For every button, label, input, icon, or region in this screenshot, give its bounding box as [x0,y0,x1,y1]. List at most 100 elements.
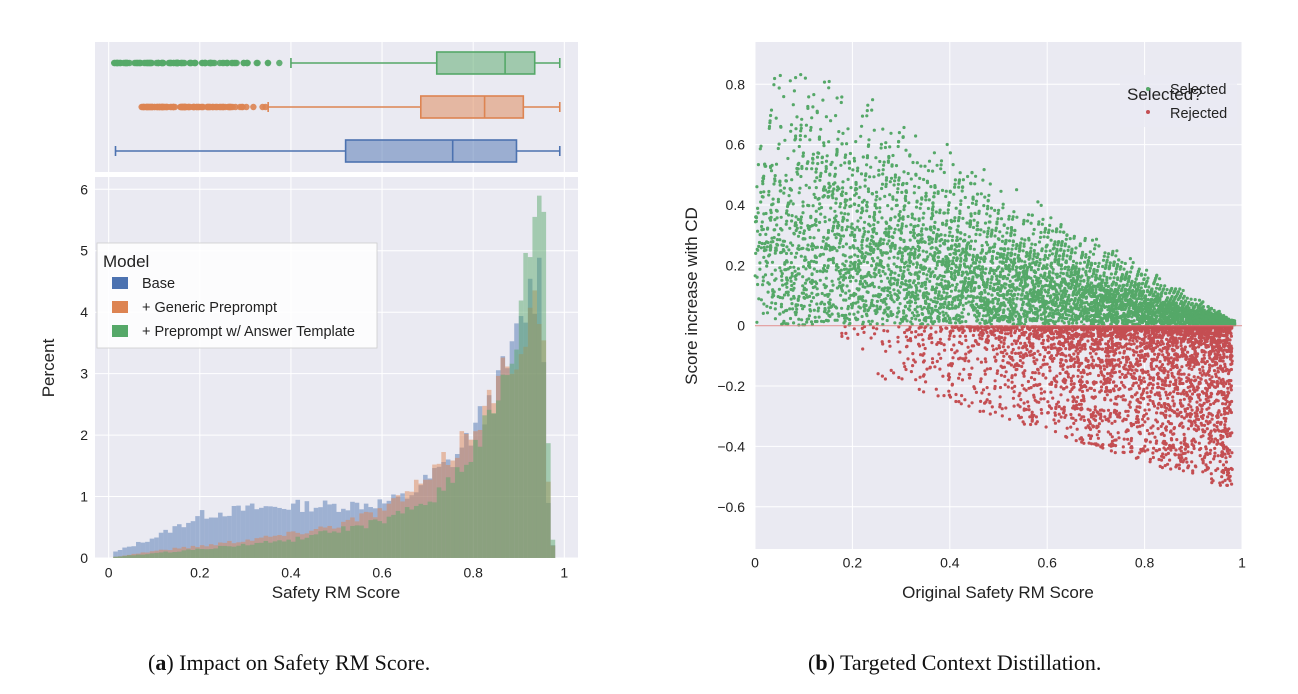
hist-bar [195,516,200,558]
outlier-point [155,59,162,67]
scatter-point-selected [843,161,847,165]
scatter-point-selected [785,259,789,263]
scatter-point-selected [1089,261,1094,265]
scatter-point-selected [778,179,782,183]
scatter-point-selected [1007,289,1011,293]
scatter-point-selected [1131,261,1135,265]
hist-bar [418,483,424,558]
scatter-point-selected [999,303,1003,307]
scatter-point-selected [756,282,760,287]
scatter-point-selected [758,261,762,265]
scatter-point-selected [1142,277,1146,282]
scatter-point-selected [906,171,910,176]
hist-bar [441,461,446,558]
scatter-point-selected [990,254,995,259]
scatter-point-selected [1071,293,1075,297]
scatter-point-selected [1058,230,1062,234]
scatter-point-selected [860,243,864,247]
scatter-point-selected [809,216,813,220]
scatter-point-selected [1066,248,1070,252]
scatter-point-selected [925,181,930,185]
box-iqr [435,51,536,75]
scatter-point-selected [780,322,784,326]
scatter-point-selected [968,247,973,251]
hist-bar [222,542,228,558]
scatter-point-selected [788,316,793,321]
scatter-point-selected [900,190,904,194]
scatter-point-selected [999,247,1003,251]
scatter-point-selected [855,169,860,173]
scatter-point-selected [773,218,777,222]
scatter-point-selected [875,299,880,303]
scatter-point-selected [1084,273,1088,277]
scatter-point-selected [896,187,900,191]
scatter-point-selected [769,211,773,215]
scatter-point-selected [971,253,975,257]
scatter-point-selected [913,217,917,221]
scatter-point-selected [981,178,985,182]
scatter-point-selected [1109,272,1113,276]
scatter-point-selected [898,210,902,214]
scatter-point-selected [801,291,806,295]
scatter-point-selected [987,226,991,230]
scatter-point-selected [893,271,897,275]
scatter-point-selected [982,168,986,172]
scatter-point-selected [927,198,931,202]
scatter-point-selected [1057,254,1062,258]
scatter-point-selected [1063,317,1067,321]
scatter-point-selected [1021,249,1025,253]
scatter-point-selected [811,204,815,208]
scatter-point-selected [865,209,869,213]
scatter-point-selected [868,175,872,179]
scatter-point-selected [807,186,812,190]
scatter-point-selected [756,229,760,233]
scatter-point-selected [1010,247,1014,251]
scatter-point-selected [843,316,847,320]
hist-x-tick-label: 0.6 [372,564,392,580]
scatter-point-selected [1033,243,1037,247]
hist-bar [445,459,451,558]
scatter-point-selected [933,226,937,230]
scatter-point-selected [1189,297,1193,301]
scatter-point-selected [776,146,780,151]
hist-bar [154,550,159,558]
scatter-point-selected [913,307,917,311]
scatter-point-selected [921,223,925,227]
scatter-point-selected [982,259,986,263]
scatter-point-selected [818,178,822,182]
hist-bar [541,362,547,558]
scatter-point-selected [800,117,804,121]
scatter-point-selected [862,259,866,264]
hist-bar [377,508,383,558]
scatter-point-selected [883,300,887,304]
scatter-point-selected [866,189,871,194]
scatter-point-selected [905,181,909,186]
scatter-point-selected [976,255,980,259]
scatter-point-selected [1165,288,1169,292]
outlier-point [146,59,153,67]
scatter-point-selected [877,173,881,177]
scatter-point-selected [867,319,871,323]
scatter-point-selected [931,231,936,235]
scatter-point-selected [908,261,912,265]
scatter-point-selected [829,119,833,123]
hist-bar [286,509,291,558]
scatter-point-selected [846,304,851,309]
scatter-point-selected [839,268,843,272]
scatter-point-selected [760,220,764,224]
hist-bar [427,479,433,558]
scatter-point-selected [998,255,1002,259]
scatter-point-selected [814,170,818,174]
scatter-point-selected [839,293,843,297]
scatter-point-selected [867,270,871,275]
scatter-point-selected [1081,267,1085,271]
scatter-point-selected [837,130,841,134]
scatter-point-selected [778,183,782,187]
scatter-point-selected [776,197,781,201]
scatter-point-selected [792,296,796,300]
scatter-point-selected [915,161,919,165]
scatter-point-selected [906,307,911,311]
scatter-point-selected [824,245,828,249]
scatter-point-selected [856,310,860,314]
